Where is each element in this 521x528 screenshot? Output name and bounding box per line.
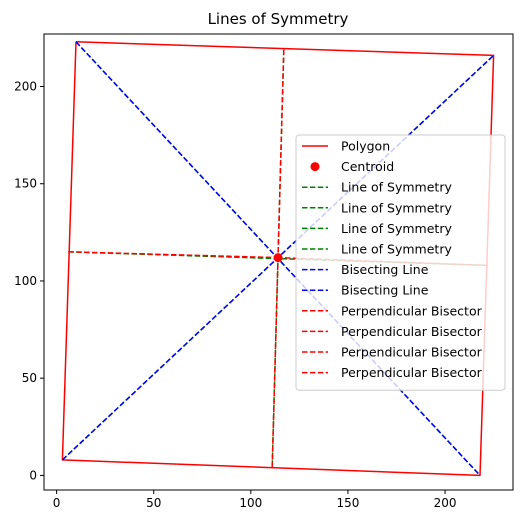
y-tick-label: 50 <box>22 371 37 385</box>
plot-frame <box>43 33 514 491</box>
y-tick-label: 0 <box>29 468 37 482</box>
centroid-marker <box>273 253 283 263</box>
legend-box <box>295 134 506 391</box>
perpendicular-bisector-1 <box>277 49 285 258</box>
x-tick-label: 100 <box>239 496 262 510</box>
x-tick-label: 0 <box>53 496 61 510</box>
legend-label: Perpendicular Bisector <box>341 324 483 339</box>
perpendicular-bisector-2 <box>271 257 279 468</box>
x-tick-label: 200 <box>434 496 457 510</box>
legend-label: Polygon <box>341 139 390 154</box>
legend-marker <box>310 162 320 172</box>
legend-label: Perpendicular Bisector <box>341 345 483 360</box>
legend-label: Line of Symmetry <box>341 221 452 236</box>
y-tick-label: 200 <box>14 80 37 94</box>
legend-label: Perpendicular Bisector <box>341 303 483 318</box>
y-tick-label: 100 <box>14 274 37 288</box>
legend-label: Bisecting Line <box>341 262 429 277</box>
legend-label: Centroid <box>341 159 394 174</box>
ticks-layer: 0 50 100 150 200 0 50 100 150 200 <box>14 80 456 510</box>
x-tick-label: 50 <box>146 496 161 510</box>
legend-label: Perpendicular Bisector <box>341 365 483 380</box>
chart-title: Lines of Symmetry <box>208 10 349 28</box>
legend-label: Line of Symmetry <box>341 242 452 257</box>
legend-label: Bisecting Line <box>341 283 429 298</box>
legend-label: Line of Symmetry <box>341 180 452 195</box>
marker-layer <box>273 253 283 263</box>
y-tick-label: 150 <box>14 177 37 191</box>
x-tick-label: 150 <box>336 496 359 510</box>
legend: Polygon Centroid Line of Symmetry Line of S… <box>295 134 506 391</box>
legend-label: Line of Symmetry <box>341 200 452 215</box>
perpendicular-bisector-3 <box>68 251 279 259</box>
